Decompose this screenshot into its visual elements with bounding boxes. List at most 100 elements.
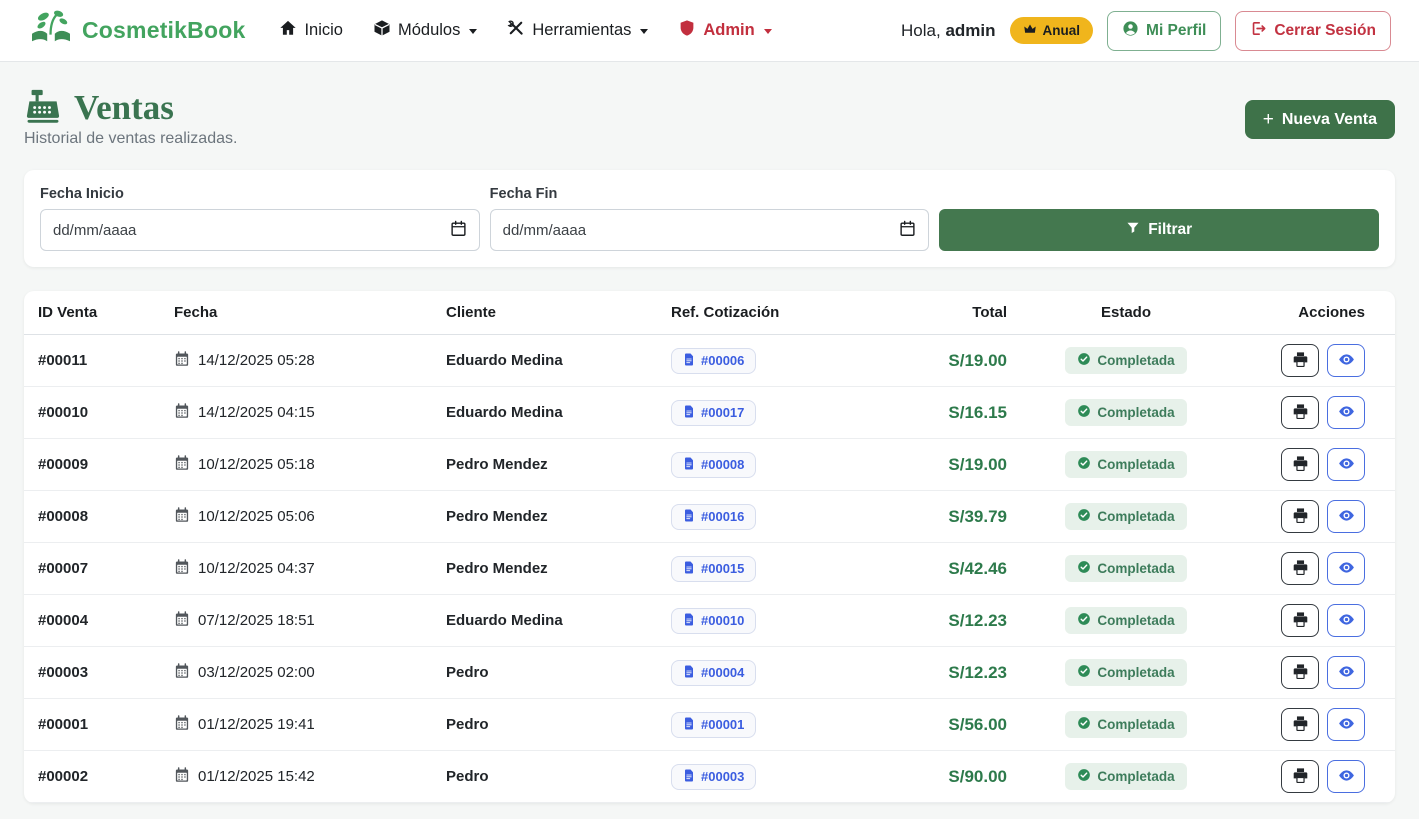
person-circle-icon — [1122, 20, 1139, 42]
sale-id: #00004 — [24, 595, 164, 647]
sales-table-body: #00011 14/12/2025 05:28 Eduardo Medina #… — [24, 335, 1395, 803]
table-header-row: ID Venta Fecha Cliente Ref. Cotización T… — [24, 291, 1395, 335]
view-button[interactable] — [1327, 708, 1365, 741]
nav-item-herramientas[interactable]: Herramientas — [507, 19, 648, 42]
sale-client: Pedro — [436, 751, 661, 803]
view-button[interactable] — [1327, 760, 1365, 793]
funnel-icon — [1126, 221, 1140, 240]
printer-icon — [1292, 663, 1309, 683]
brand-logo[interactable]: CosmetikBook — [28, 9, 245, 52]
new-sale-button[interactable]: + Nueva Venta — [1245, 100, 1395, 139]
header-ref-cotizacion: Ref. Cotización — [661, 291, 901, 335]
plan-badge[interactable]: Anual — [1010, 17, 1094, 44]
row-actions — [1281, 344, 1365, 377]
status-badge: Completada — [1065, 607, 1186, 634]
quote-ref-badge[interactable]: #00008 — [671, 452, 756, 478]
header-acciones: Acciones — [1221, 291, 1395, 335]
sale-client: Eduardo Medina — [436, 595, 661, 647]
quote-ref-badge[interactable]: #00006 — [671, 348, 756, 374]
view-button[interactable] — [1327, 604, 1365, 637]
print-button[interactable] — [1281, 500, 1319, 533]
chevron-down-icon — [640, 29, 648, 34]
plus-icon: + — [1263, 110, 1274, 129]
view-button[interactable] — [1327, 656, 1365, 689]
print-button[interactable] — [1281, 656, 1319, 689]
file-icon — [683, 353, 695, 369]
table-row: #00011 14/12/2025 05:28 Eduardo Medina #… — [24, 335, 1395, 387]
start-date-input[interactable]: dd/mm/aaaa — [40, 209, 480, 251]
quote-ref-badge[interactable]: #00016 — [671, 504, 756, 530]
calendar-icon — [174, 351, 190, 371]
view-button[interactable] — [1327, 500, 1365, 533]
printer-icon — [1292, 351, 1309, 371]
file-icon — [683, 769, 695, 785]
header-fecha: Fecha — [164, 291, 436, 335]
sale-date: 10/12/2025 05:18 — [174, 455, 426, 475]
nav-item-modulos[interactable]: Módulos — [373, 19, 477, 42]
table-row: #00007 10/12/2025 04:37 Pedro Mendez #00… — [24, 543, 1395, 595]
quote-ref-badge[interactable]: #00004 — [671, 660, 756, 686]
status-badge: Completada — [1065, 763, 1186, 790]
print-button[interactable] — [1281, 604, 1319, 637]
eye-icon — [1338, 715, 1355, 735]
filter-button[interactable]: Filtrar — [939, 209, 1379, 251]
check-circle-icon — [1077, 560, 1091, 577]
eye-icon — [1338, 559, 1355, 579]
calendar-icon — [174, 455, 190, 475]
sales-table: ID Venta Fecha Cliente Ref. Cotización T… — [24, 291, 1395, 803]
file-icon — [683, 665, 695, 681]
cube-icon — [373, 19, 391, 42]
calendar-icon — [174, 611, 190, 631]
print-button[interactable] — [1281, 708, 1319, 741]
view-button[interactable] — [1327, 448, 1365, 481]
sale-id: #00008 — [24, 491, 164, 543]
home-icon — [279, 19, 297, 42]
view-button[interactable] — [1327, 396, 1365, 429]
check-circle-icon — [1077, 352, 1091, 369]
file-icon — [683, 509, 695, 525]
quote-ref-badge[interactable]: #00010 — [671, 608, 756, 634]
status-badge: Completada — [1065, 399, 1186, 426]
quote-ref-badge[interactable]: #00017 — [671, 400, 756, 426]
profile-button[interactable]: Mi Perfil — [1107, 11, 1221, 51]
page-header: Ventas Historial de ventas realizadas. +… — [24, 88, 1395, 148]
eye-icon — [1338, 455, 1355, 475]
quote-ref-badge[interactable]: #00001 — [671, 712, 756, 738]
nav-links: Inicio Módulos Herramientas — [279, 19, 771, 42]
calendar-icon — [174, 715, 190, 735]
sale-total: S/12.23 — [901, 647, 1031, 699]
status-badge: Completada — [1065, 555, 1186, 582]
nav-item-inicio[interactable]: Inicio — [279, 19, 343, 42]
chevron-down-icon — [764, 29, 772, 34]
print-button[interactable] — [1281, 760, 1319, 793]
check-circle-icon — [1077, 664, 1091, 681]
print-button[interactable] — [1281, 552, 1319, 585]
header-total: Total — [901, 291, 1031, 335]
sale-id: #00003 — [24, 647, 164, 699]
view-button[interactable] — [1327, 344, 1365, 377]
check-circle-icon — [1077, 456, 1091, 473]
table-row: #00004 07/12/2025 18:51 Eduardo Medina #… — [24, 595, 1395, 647]
sale-client: Pedro Mendez — [436, 543, 661, 595]
print-button[interactable] — [1281, 344, 1319, 377]
quote-ref-badge[interactable]: #00003 — [671, 764, 756, 790]
table-row: #00010 14/12/2025 04:15 Eduardo Medina #… — [24, 387, 1395, 439]
printer-icon — [1292, 715, 1309, 735]
quote-ref-badge[interactable]: #00015 — [671, 556, 756, 582]
sale-date: 10/12/2025 05:06 — [174, 507, 426, 527]
table-row: #00008 10/12/2025 05:06 Pedro Mendez #00… — [24, 491, 1395, 543]
calendar-icon — [450, 220, 467, 241]
print-button[interactable] — [1281, 396, 1319, 429]
end-date-input[interactable]: dd/mm/aaaa — [490, 209, 930, 251]
file-icon — [683, 613, 695, 629]
nav-item-admin[interactable]: Admin — [678, 19, 771, 42]
sale-id: #00011 — [24, 335, 164, 387]
view-button[interactable] — [1327, 552, 1365, 585]
header-estado: Estado — [1031, 291, 1221, 335]
calendar-icon — [174, 403, 190, 423]
logout-button[interactable]: Cerrar Sesión — [1235, 11, 1391, 51]
crown-icon — [1023, 22, 1037, 39]
main-content: Ventas Historial de ventas realizadas. +… — [0, 62, 1419, 803]
check-circle-icon — [1077, 768, 1091, 785]
print-button[interactable] — [1281, 448, 1319, 481]
